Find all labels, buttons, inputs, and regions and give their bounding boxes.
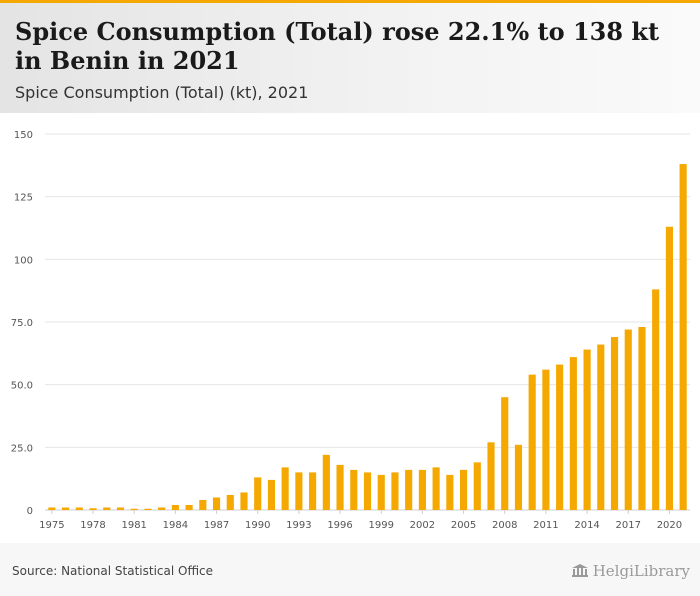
library-building-icon [571, 564, 588, 577]
bar-1990 [254, 477, 262, 510]
bar-1999 [377, 474, 385, 510]
bar-1986 [199, 499, 207, 510]
bar-1992 [281, 467, 289, 510]
logo-text: HelgiLibrary [592, 562, 690, 580]
bar-1984 [171, 504, 179, 510]
chart-subtitle: Spice Consumption (Total) (kt), 2021 [15, 83, 309, 102]
bar-1989 [240, 492, 248, 510]
bar-2013 [569, 357, 577, 510]
bar-2018 [638, 327, 646, 510]
x-tick-label: 1978 [80, 520, 105, 531]
bar-2001 [405, 469, 413, 510]
bar-1987 [212, 497, 221, 510]
bar-1991 [267, 479, 276, 510]
bar-1977 [75, 507, 83, 510]
y-tick-label: 0 [27, 506, 33, 517]
y-tick-label: 25.0 [11, 443, 33, 454]
bar-2014 [583, 349, 591, 510]
x-tick-label: 1996 [327, 520, 352, 531]
bar-2008 [501, 397, 509, 510]
x-tick-label: 1984 [163, 520, 188, 531]
x-tick-label: 1990 [245, 520, 270, 531]
bar-1996 [336, 464, 344, 510]
bar-1981 [130, 508, 138, 510]
x-tick-label: 2011 [533, 520, 558, 531]
y-tick-label: 125 [14, 193, 33, 204]
bar-2006 [473, 462, 481, 510]
x-tick-label: 2005 [451, 520, 476, 531]
x-tick-label: 1981 [121, 520, 146, 531]
bar-1978 [89, 508, 97, 510]
bar-1979 [103, 507, 111, 510]
chart-title: Spice Consumption (Total) rose 22.1% to … [15, 17, 660, 75]
bar-1998 [363, 472, 372, 510]
helgilibrary-logo: HelgiLibrary [571, 562, 690, 580]
bar-2017 [624, 329, 632, 510]
bar-1982 [144, 508, 152, 510]
bar-2005 [460, 469, 468, 510]
x-tick-label: 1993 [286, 520, 311, 531]
y-tick-label: 100 [14, 255, 33, 266]
x-tick-label: 2002 [410, 520, 435, 531]
bar-1988 [226, 494, 234, 510]
bar-1980 [116, 507, 125, 510]
bar-2003 [432, 467, 440, 510]
bar-2002 [418, 469, 426, 510]
bar-2016 [610, 337, 619, 510]
bar-2007 [487, 442, 495, 510]
bar-1985 [185, 504, 193, 510]
bar-1995 [322, 454, 330, 510]
bar-1975 [48, 507, 56, 510]
bar-2012 [556, 364, 564, 510]
bar-2020 [665, 226, 673, 510]
x-tick-label: 2017 [616, 520, 641, 531]
bar-2015 [597, 344, 605, 510]
bar-2000 [391, 472, 399, 510]
accent-bar [0, 0, 700, 3]
bar-1993 [295, 472, 303, 510]
source-note: Source: National Statistical Office [12, 564, 214, 578]
x-tick-label: 2020 [657, 520, 682, 531]
bar-1994 [309, 472, 317, 510]
bar-2004 [446, 474, 454, 510]
bar-chart: 0 25.0 50.0 75.0 100 125 150 1975 1978 1981 1984 19… [11, 130, 690, 531]
y-tick-label: 75.0 [11, 318, 33, 329]
x-tick-label: 1975 [39, 520, 64, 531]
y-tick-label: 50.0 [11, 381, 33, 392]
bar-1976 [62, 507, 70, 510]
bar-2021 [679, 164, 687, 510]
bar-1983 [158, 507, 166, 510]
bar-2019 [652, 289, 660, 510]
x-tick-label: 1999 [368, 520, 393, 531]
bar-2010 [528, 374, 536, 510]
bar-2011 [542, 369, 550, 510]
y-tick-label: 150 [14, 130, 33, 141]
x-tick-label: 1987 [204, 520, 229, 531]
plot-area: 0 25.0 50.0 75.0 100 125 150 1975 1978 1981 1984 19… [0, 113, 700, 543]
bar-1997 [350, 469, 358, 510]
chart-header: Spice Consumption (Total) rose 22.1% to … [0, 3, 700, 113]
x-tick-label: 2008 [492, 520, 517, 531]
x-tick-label: 2014 [574, 520, 599, 531]
bar-2009 [514, 444, 523, 510]
